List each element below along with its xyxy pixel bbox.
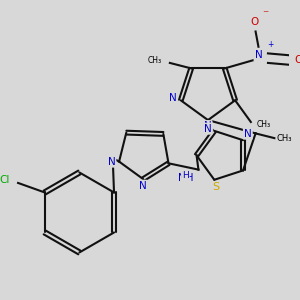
Text: N: N: [139, 181, 147, 191]
Text: CH₃: CH₃: [148, 56, 162, 64]
Text: NH: NH: [178, 173, 193, 183]
Text: CH₃: CH₃: [276, 134, 292, 143]
Text: N: N: [204, 121, 212, 131]
Text: N: N: [255, 50, 262, 60]
Text: H: H: [182, 172, 189, 181]
Text: O: O: [250, 17, 259, 27]
Text: CH₃: CH₃: [257, 120, 271, 129]
Text: N: N: [244, 128, 252, 139]
Text: Cl: Cl: [0, 175, 10, 185]
Text: S: S: [213, 182, 220, 192]
Text: +: +: [268, 40, 274, 49]
Text: N: N: [108, 157, 115, 166]
Text: N: N: [204, 124, 212, 134]
Text: O: O: [294, 55, 300, 65]
Text: N: N: [169, 93, 177, 103]
Text: ⁻: ⁻: [262, 8, 268, 21]
